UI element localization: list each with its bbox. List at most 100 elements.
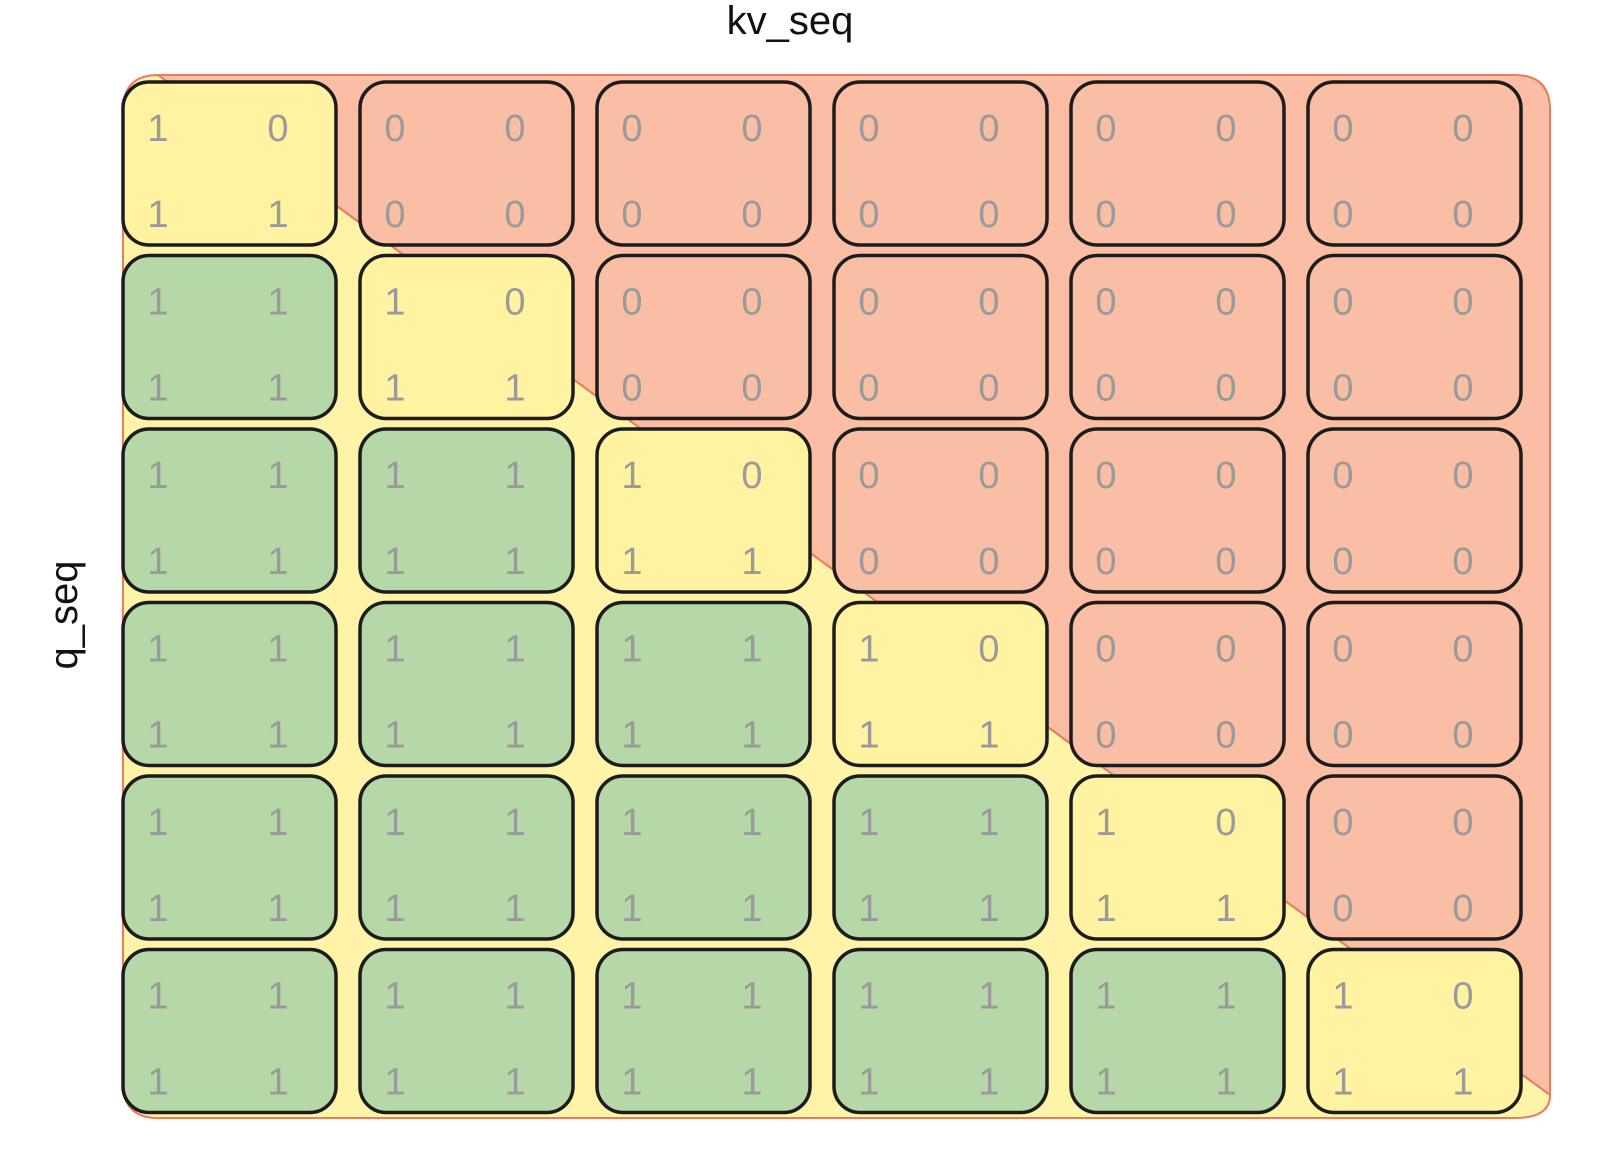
mask-block-full: 1 1 1 1 bbox=[595, 600, 812, 768]
mask-block-masked: 0 0 0 0 bbox=[1306, 253, 1523, 421]
mask-value: 1 bbox=[621, 888, 642, 930]
mask-value: 1 bbox=[147, 1062, 168, 1104]
mask-value: 1 bbox=[1095, 888, 1116, 930]
mask-value: 0 bbox=[384, 194, 405, 236]
mask-value: 0 bbox=[1452, 802, 1473, 844]
mask-value: 0 bbox=[1332, 194, 1353, 236]
mask-block-full: 1 1 1 1 bbox=[832, 774, 1049, 941]
mask-value: 1 bbox=[504, 802, 525, 844]
mask-value: 1 bbox=[147, 541, 168, 583]
mask-block-rect bbox=[1306, 80, 1523, 247]
mask-value: 0 bbox=[978, 194, 999, 236]
mask-value: 1 bbox=[147, 629, 168, 671]
mask-block-rect bbox=[358, 253, 575, 421]
mask-block-rect bbox=[358, 774, 575, 941]
mask-value: 1 bbox=[858, 715, 879, 757]
mask-value: 0 bbox=[978, 629, 999, 671]
mask-value: 1 bbox=[858, 802, 879, 844]
mask-block-masked: 0 0 0 0 bbox=[832, 427, 1049, 594]
mask-block-masked: 0 0 0 0 bbox=[358, 80, 575, 247]
mask-block-diagonal: 1 0 1 1 bbox=[832, 600, 1049, 768]
mask-value: 0 bbox=[858, 368, 879, 410]
mask-block-rect bbox=[595, 947, 812, 1115]
mask-value: 1 bbox=[741, 541, 762, 583]
mask-block-rect bbox=[832, 253, 1049, 421]
mask-value: 1 bbox=[978, 715, 999, 757]
mask-block-full: 1 1 1 1 bbox=[121, 427, 338, 594]
mask-value: 1 bbox=[147, 194, 168, 236]
mask-value: 0 bbox=[978, 108, 999, 150]
mask-value: 1 bbox=[978, 888, 999, 930]
mask-block-rect bbox=[1069, 600, 1286, 768]
mask-value: 1 bbox=[621, 715, 642, 757]
mask-value: 0 bbox=[1215, 282, 1236, 324]
mask-block-rect bbox=[121, 774, 338, 941]
mask-value: 0 bbox=[504, 194, 525, 236]
mask-value: 0 bbox=[1095, 629, 1116, 671]
mask-value: 1 bbox=[267, 194, 288, 236]
mask-block-rect bbox=[832, 80, 1049, 247]
blocks-layer: 1 01 10 00 00 00 00 00 00 00 00 00 01 11 11 01 10 00 00 00 0… bbox=[121, 80, 1523, 1115]
mask-value: 1 bbox=[504, 368, 525, 410]
mask-value: 0 bbox=[858, 194, 879, 236]
mask-value: 1 bbox=[978, 1062, 999, 1104]
mask-value: 0 bbox=[1332, 888, 1353, 930]
mask-value: 0 bbox=[1332, 368, 1353, 410]
mask-value: 0 bbox=[267, 108, 288, 150]
mask-value: 1 bbox=[504, 541, 525, 583]
mask-value: 1 bbox=[741, 629, 762, 671]
mask-value: 1 bbox=[741, 976, 762, 1018]
mask-value: 1 bbox=[384, 715, 405, 757]
mask-block-diagonal: 1 0 1 1 bbox=[595, 427, 812, 594]
mask-value: 1 bbox=[147, 888, 168, 930]
mask-block-diagonal: 1 0 1 1 bbox=[1306, 947, 1523, 1115]
mask-value: 1 bbox=[858, 629, 879, 671]
mask-value: 1 bbox=[741, 1062, 762, 1104]
mask-block-rect bbox=[595, 600, 812, 768]
mask-value: 0 bbox=[741, 194, 762, 236]
mask-value: 1 bbox=[147, 715, 168, 757]
mask-value: 1 bbox=[741, 802, 762, 844]
mask-block-masked: 0 0 0 0 bbox=[1306, 600, 1523, 768]
mask-value: 0 bbox=[1215, 108, 1236, 150]
mask-value: 0 bbox=[741, 108, 762, 150]
mask-value: 1 bbox=[267, 715, 288, 757]
mask-value: 1 bbox=[1332, 1062, 1353, 1104]
mask-value: 0 bbox=[1095, 108, 1116, 150]
mask-value: 1 bbox=[504, 715, 525, 757]
mask-value: 1 bbox=[1215, 976, 1236, 1018]
mask-block-diagonal: 1 0 1 1 bbox=[1069, 774, 1286, 941]
mask-value: 1 bbox=[384, 1062, 405, 1104]
mask-value: 0 bbox=[978, 282, 999, 324]
mask-value: 0 bbox=[1332, 282, 1353, 324]
mask-value: 0 bbox=[858, 282, 879, 324]
mask-value: 0 bbox=[1332, 541, 1353, 583]
mask-value: 0 bbox=[1095, 368, 1116, 410]
mask-block-rect bbox=[1306, 600, 1523, 768]
mask-block-masked: 0 0 0 0 bbox=[1069, 253, 1286, 421]
mask-block-full: 1 1 1 1 bbox=[832, 947, 1049, 1115]
mask-value: 1 bbox=[978, 976, 999, 1018]
mask-block-rect bbox=[832, 600, 1049, 768]
mask-block-masked: 0 0 0 0 bbox=[1069, 600, 1286, 768]
mask-value: 0 bbox=[1452, 282, 1473, 324]
mask-block-full: 1 1 1 1 bbox=[595, 947, 812, 1115]
mask-value: 1 bbox=[147, 976, 168, 1018]
mask-block-rect bbox=[1069, 427, 1286, 594]
mask-block-rect bbox=[121, 600, 338, 768]
mask-value: 0 bbox=[1452, 715, 1473, 757]
mask-block-rect bbox=[595, 774, 812, 941]
mask-value: 1 bbox=[267, 802, 288, 844]
mask-value: 1 bbox=[384, 976, 405, 1018]
mask-value: 1 bbox=[504, 888, 525, 930]
mask-block-masked: 0 0 0 0 bbox=[595, 253, 812, 421]
mask-value: 1 bbox=[858, 976, 879, 1018]
mask-value: 0 bbox=[1215, 368, 1236, 410]
mask-block-rect bbox=[1069, 80, 1286, 247]
mask-value: 1 bbox=[147, 455, 168, 497]
mask-block-masked: 0 0 0 0 bbox=[1306, 427, 1523, 594]
mask-block-rect bbox=[121, 80, 338, 247]
mask-value: 0 bbox=[1332, 629, 1353, 671]
mask-value: 1 bbox=[384, 455, 405, 497]
mask-value: 1 bbox=[267, 888, 288, 930]
